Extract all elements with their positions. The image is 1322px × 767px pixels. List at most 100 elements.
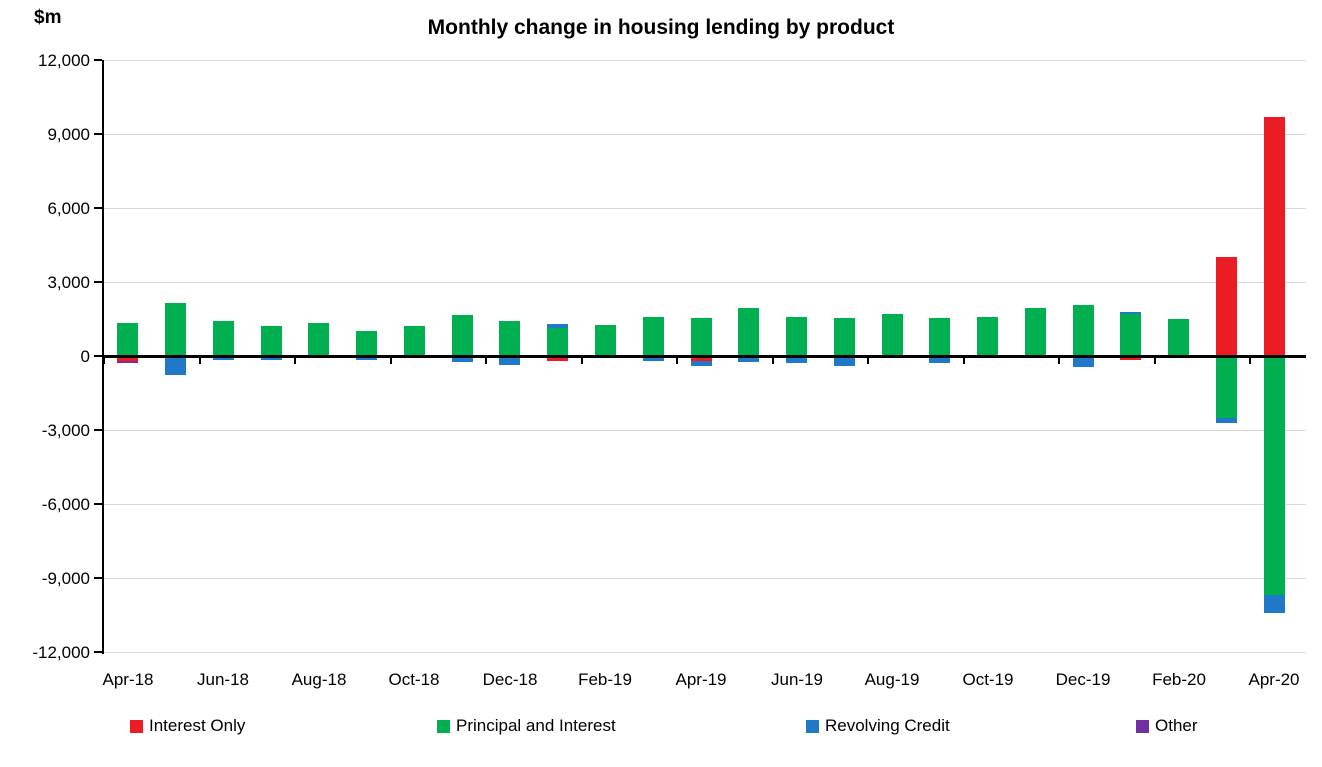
legend-label-other: Other (1155, 716, 1198, 735)
bar-sep-19-principal-and-interest (929, 317, 950, 356)
bar-mar-20-principal-and-interest (1216, 356, 1237, 418)
x-tick-label-oct-19: Oct-19 (962, 670, 1014, 689)
x-axis-tick-3 (390, 356, 392, 364)
y-tick-label-12000: 12,000 (38, 51, 90, 70)
bar-mar-19-principal-and-interest (643, 316, 664, 356)
bar-aug-19-principal-and-interest (882, 314, 903, 356)
bar-jan-19-interest-only (547, 356, 568, 361)
gridline-3000 (104, 282, 1306, 283)
bar-nov-18-principal-and-interest (452, 315, 473, 356)
x-axis-tick-5 (581, 356, 583, 364)
gridline--6000 (104, 504, 1306, 505)
y-tick-label-6000: 6,000 (47, 199, 90, 218)
x-tick-label-jun-19: Jun-19 (771, 670, 823, 689)
chart-title: Monthly change in housing lending by pro… (427, 16, 895, 39)
bar-apr-18-interest-only (117, 356, 138, 361)
y-tick-label-9000: 9,000 (47, 125, 90, 144)
bar-feb-19-principal-and-interest (595, 325, 616, 356)
y-tick-label-3000: 3,000 (47, 273, 90, 292)
legend-swatch-other (1136, 719, 1149, 733)
bar-mar-20-interest-only (1216, 257, 1237, 356)
gridline-12000 (104, 60, 1306, 61)
y-tick-label--6000: -6,000 (41, 495, 90, 514)
x-tick-label-feb-19: Feb-19 (578, 670, 632, 689)
bar-nov-18-revolving-credit (452, 356, 473, 363)
legend-item-interest-only: Interest Only (130, 716, 245, 736)
y-tick-label-0: 0 (80, 347, 90, 366)
bar-apr-18-other (117, 360, 138, 364)
bar-sep-19-revolving-credit (929, 356, 950, 364)
bar-may-19-principal-and-interest (738, 307, 759, 356)
bar-nov-19-principal-and-interest (1025, 307, 1046, 356)
bar-jan-19-principal-and-interest (547, 327, 568, 356)
y-axis-tick-0 (94, 355, 102, 357)
bar-apr-20-principal-and-interest (1264, 356, 1285, 596)
x-tick-label-apr-20: Apr-20 (1248, 670, 1300, 689)
x-tick-label-dec-19: Dec-19 (1055, 670, 1111, 689)
y-axis-tick-12000 (94, 59, 102, 61)
y-tick-label--9000: -9,000 (41, 569, 90, 588)
legend-item-principal-and-interest: Principal and Interest (437, 716, 616, 736)
bar-jul-19-principal-and-interest (834, 317, 855, 356)
gridline--3000 (104, 430, 1306, 431)
bar-jun-19-principal-and-interest (786, 316, 807, 356)
bar-apr-19-interest-only (691, 356, 712, 361)
bar-dec-18-principal-and-interest (499, 321, 520, 356)
bar-jan-19-revolving-credit (547, 323, 568, 328)
x-axis-tick-11 (1154, 356, 1156, 364)
x-axis-tick-4 (485, 356, 487, 364)
x-axis-tick-7 (772, 356, 774, 364)
bar-mar-20-revolving-credit (1216, 417, 1237, 423)
y-axis-tick--12000 (94, 651, 102, 653)
bar-jun-18-principal-and-interest (213, 321, 234, 356)
legend-label-principal-and-interest: Principal and Interest (456, 716, 616, 735)
gridline-6000 (104, 208, 1306, 209)
legend-item-other: Other (1136, 716, 1198, 736)
x-tick-label-aug-18: Aug-18 (291, 670, 347, 689)
y-tick-label--3000: -3,000 (41, 421, 90, 440)
bar-mar-19-revolving-credit (643, 356, 664, 361)
y-axis-tick--9000 (94, 577, 102, 579)
bar-jan-20-revolving-credit (1120, 311, 1141, 315)
bar-jul-18-principal-and-interest (261, 326, 282, 356)
bar-apr-20-interest-only (1264, 116, 1285, 356)
x-tick-label-feb-20: Feb-20 (1152, 670, 1206, 689)
y-axis-tick-3000 (94, 281, 102, 283)
bar-apr-20-revolving-credit (1264, 595, 1285, 613)
x-tick-label-apr-18: Apr-18 (102, 670, 154, 689)
y-axis-unit-label: $m (34, 7, 62, 28)
x-tick-label-oct-18: Oct-18 (388, 670, 440, 689)
legend-swatch-interest-only (130, 719, 143, 733)
bar-may-18-principal-and-interest (165, 302, 186, 356)
bar-jul-19-revolving-credit (834, 358, 855, 366)
y-axis-tick-9000 (94, 133, 102, 135)
bar-feb-20-principal-and-interest (1168, 319, 1189, 356)
x-axis-tick-0 (103, 356, 105, 364)
bar-may-19-revolving-credit (738, 358, 759, 363)
y-tick-label--12000: -12,000 (32, 643, 90, 662)
x-tick-label-dec-18: Dec-18 (482, 670, 538, 689)
x-axis-tick-8 (867, 356, 869, 364)
x-tick-label-jun-18: Jun-18 (197, 670, 249, 689)
bar-aug-18-principal-and-interest (308, 322, 329, 356)
legend-swatch-principal-and-interest (437, 719, 450, 733)
legend-label-revolving-credit: Revolving Credit (825, 716, 950, 735)
legend-label-interest-only: Interest Only (149, 716, 246, 735)
x-tick-label-aug-19: Aug-19 (864, 670, 920, 689)
bar-jan-20-principal-and-interest (1120, 314, 1141, 356)
bar-may-18-revolving-credit (165, 356, 186, 375)
bar-apr-19-principal-and-interest (691, 317, 712, 356)
bar-sep-18-principal-and-interest (356, 331, 377, 356)
y-axis-tick-6000 (94, 207, 102, 209)
bar-oct-19-principal-and-interest (977, 316, 998, 356)
x-axis-tick-12 (1249, 356, 1251, 364)
gridline--12000 (104, 652, 1306, 653)
gridline-9000 (104, 134, 1306, 135)
legend-swatch-revolving-credit (806, 719, 819, 733)
bar-oct-18-principal-and-interest (404, 326, 425, 356)
bar-apr-19-revolving-credit (691, 360, 712, 366)
gridline--9000 (104, 578, 1306, 579)
